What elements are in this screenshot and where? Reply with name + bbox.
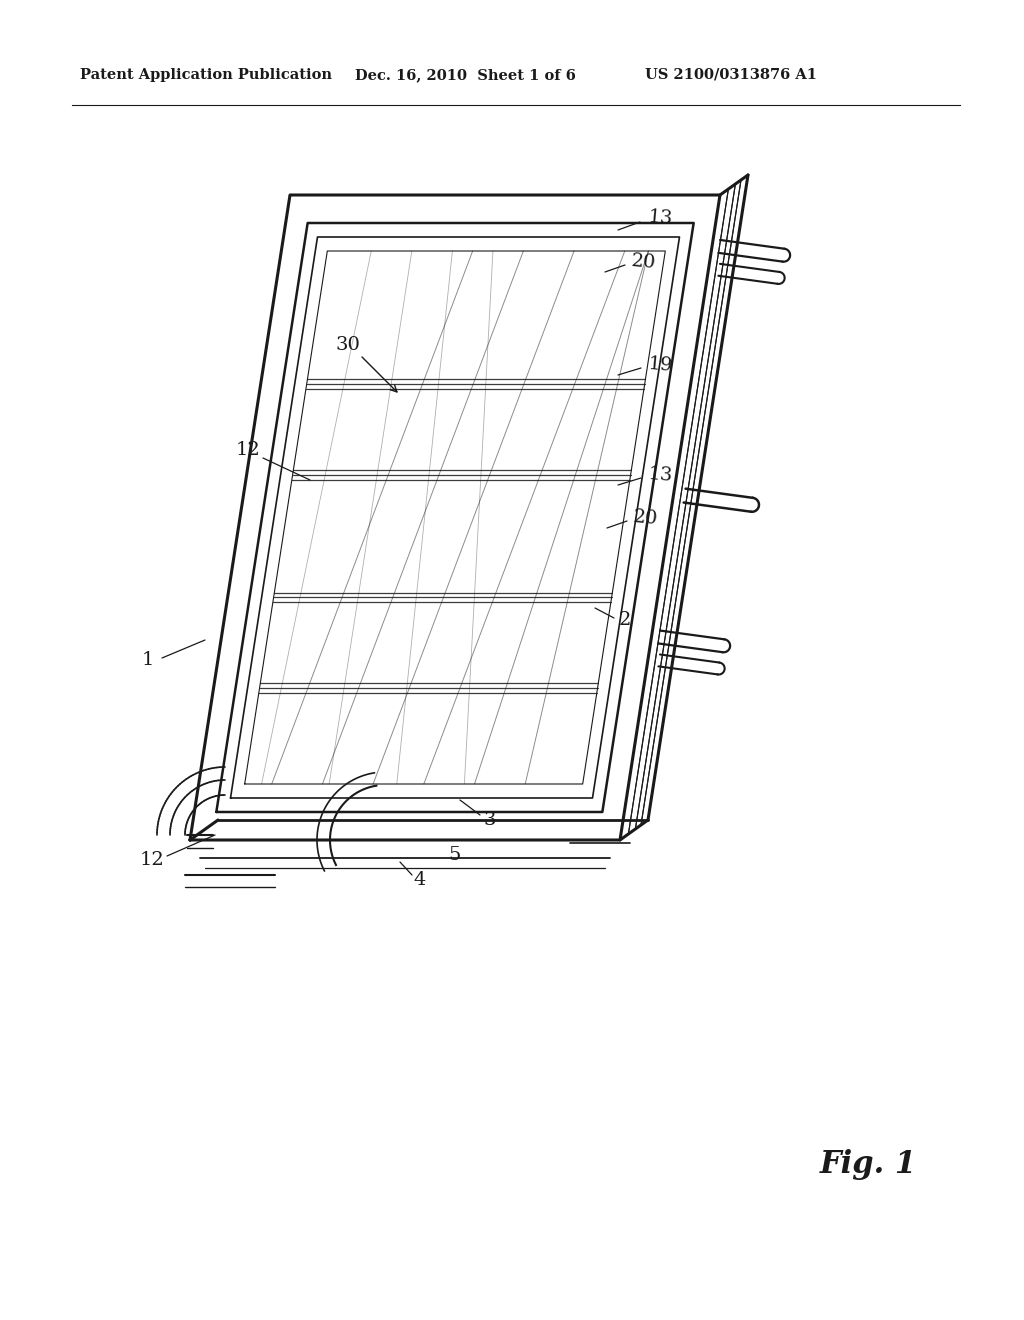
Text: 30: 30: [336, 337, 360, 354]
Text: 19: 19: [647, 355, 673, 375]
Text: US 2100/0313876 A1: US 2100/0313876 A1: [645, 69, 817, 82]
Text: Patent Application Publication: Patent Application Publication: [80, 69, 332, 82]
Text: 1: 1: [141, 651, 155, 669]
Text: 4: 4: [414, 871, 426, 888]
Text: 3: 3: [483, 810, 497, 829]
Text: Dec. 16, 2010  Sheet 1 of 6: Dec. 16, 2010 Sheet 1 of 6: [355, 69, 575, 82]
Text: 13: 13: [647, 465, 673, 484]
Text: 2: 2: [618, 611, 631, 630]
Text: Fig. 1: Fig. 1: [819, 1150, 916, 1180]
Text: 13: 13: [647, 209, 673, 228]
Text: 12: 12: [139, 851, 165, 869]
Text: 12: 12: [236, 441, 260, 459]
Text: 5: 5: [449, 846, 461, 865]
Text: 20: 20: [630, 252, 656, 272]
Text: 20: 20: [632, 508, 658, 528]
